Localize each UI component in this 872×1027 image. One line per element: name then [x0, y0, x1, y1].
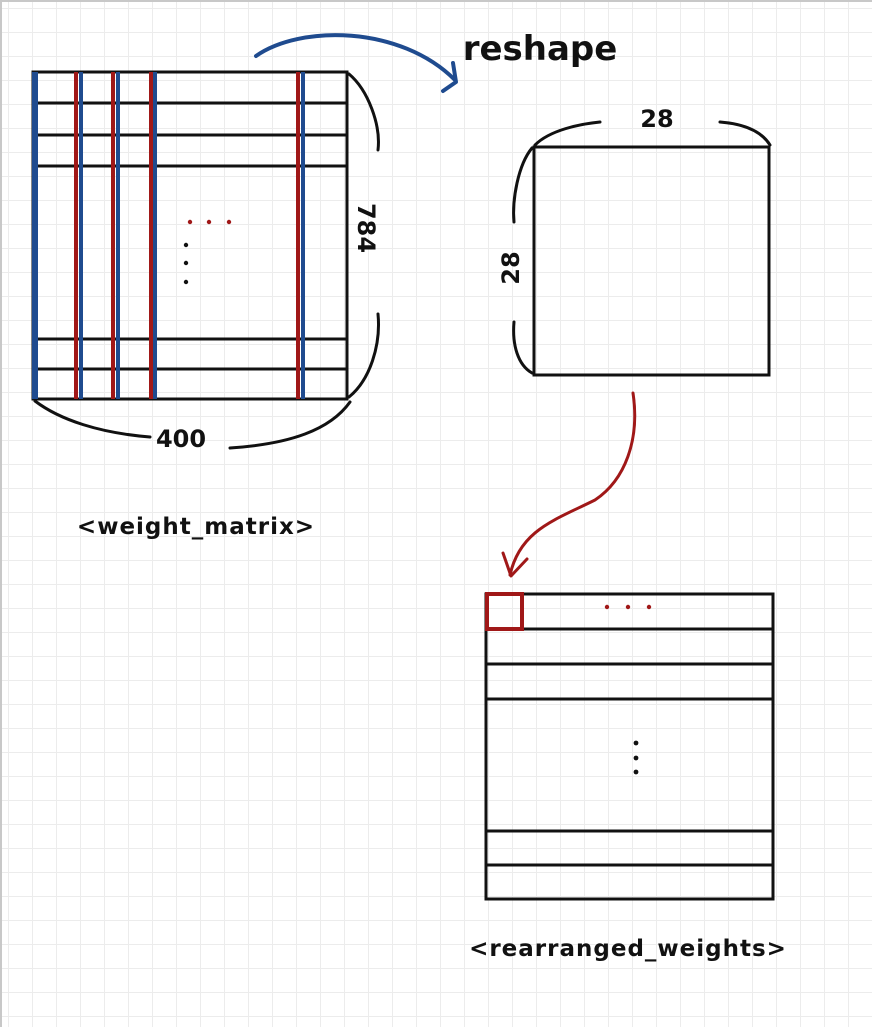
rearranged-weights-caption: <rearranged_weights> [469, 936, 787, 962]
left-border [0, 0, 2, 1027]
reshaped-square-box [532, 145, 771, 377]
matrix-height-brace-bottom [347, 312, 380, 399]
square-height-brace-top [512, 146, 534, 224]
red-arrow [501, 391, 637, 578]
matrix-height-label: 784 [352, 203, 380, 253]
top-border [0, 0, 872, 2]
column-ellipsis [633, 740, 639, 775]
rearranged-weights-box [484, 592, 775, 901]
row-ellipsis [604, 604, 652, 610]
matrix-height-brace-top [347, 72, 380, 152]
rearranged-weights: <rearranged_weights> [469, 592, 787, 962]
square-height-label: 28 [497, 251, 525, 284]
square-width-label: 28 [640, 105, 673, 133]
weight-matrix: 784 400 <weight_matrix> [31, 70, 380, 540]
reshape-label: reshape [463, 29, 618, 69]
square-width-brace-left [533, 120, 602, 147]
vertical-ellipsis [183, 242, 189, 285]
square-height-brace-bottom [512, 320, 534, 375]
weight-matrix-caption: <weight_matrix> [77, 514, 315, 540]
reshape-arrow [254, 33, 458, 93]
reshaped-square: 28 28 [497, 105, 772, 377]
matrix-width-brace-left [33, 399, 152, 439]
horizontal-ellipsis [187, 219, 232, 225]
matrix-width-brace-right [228, 400, 352, 450]
highlighted-cell [485, 592, 524, 631]
square-width-brace-right [718, 120, 772, 147]
matrix-width-label: 400 [156, 425, 206, 453]
